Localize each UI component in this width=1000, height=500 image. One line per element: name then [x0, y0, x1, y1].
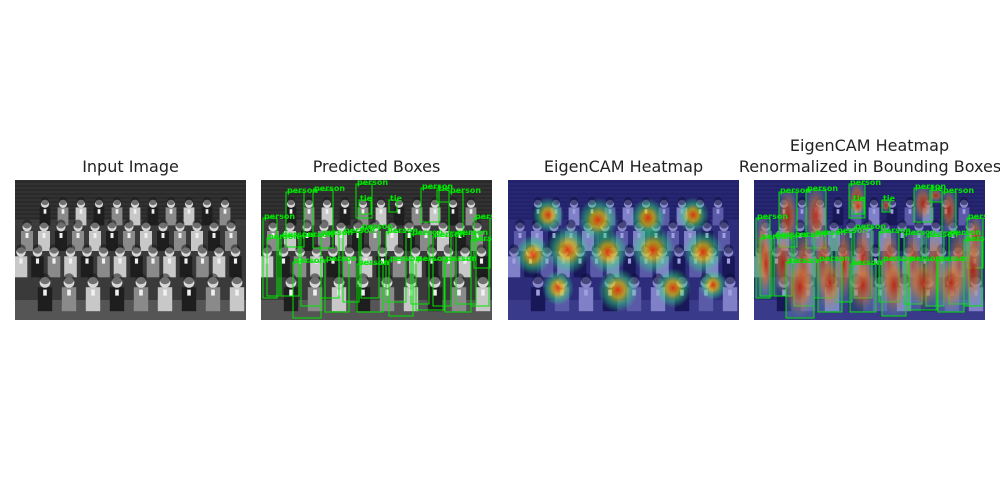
box-label: person: [883, 254, 914, 263]
panel-title-eigencam: EigenCAM Heatmap: [543, 157, 704, 176]
panel-title-input: Input Image: [82, 157, 179, 176]
box-label: person: [390, 254, 421, 263]
panel-title-renorm-line2: Renormalized in Bounding Boxes: [738, 157, 1000, 176]
box-label: person: [787, 256, 818, 265]
box-label: person: [472, 234, 492, 243]
box-label: person: [434, 230, 465, 239]
box-label: person: [387, 226, 418, 235]
box-label: tie: [360, 194, 373, 203]
box-label: person: [287, 186, 318, 195]
box-label: person: [819, 254, 850, 263]
box-label: person: [850, 180, 881, 187]
box-label: person: [457, 228, 488, 237]
box-label: person: [417, 254, 448, 263]
box-label: person: [302, 230, 333, 239]
box-label: person: [927, 230, 958, 239]
box-label: person: [264, 212, 295, 221]
box-label: person: [761, 232, 792, 241]
box-label: person: [780, 186, 811, 195]
box-label: person: [910, 254, 941, 263]
box-label: tie: [853, 194, 866, 203]
box-label: person: [450, 186, 481, 195]
box-label: person: [807, 184, 838, 193]
box-label: person: [344, 226, 375, 235]
box-label: person: [855, 222, 886, 231]
box-label: person: [268, 232, 299, 241]
box-label: person: [314, 184, 345, 193]
box-label: person: [358, 258, 389, 267]
renormalized-heatmap-image: person person person tie tie person tie person p…: [754, 180, 985, 320]
predicted-boxes-image: person person person tie tie person tie person p…: [261, 180, 492, 320]
box-label: person: [282, 230, 313, 239]
box-label: person: [950, 228, 981, 237]
box-label: person: [795, 230, 826, 239]
box-label: person: [412, 228, 443, 237]
box-label: tie: [390, 194, 403, 203]
box-label: person: [775, 230, 806, 239]
input-image: [15, 180, 246, 320]
box-label: person: [905, 228, 936, 237]
box-label: person: [357, 180, 388, 187]
box-label: person: [915, 182, 946, 191]
box-label: person: [294, 256, 325, 265]
box-label: person: [837, 226, 868, 235]
box-label: person: [943, 186, 974, 195]
box-label: person: [446, 254, 477, 263]
box-label: tie: [883, 194, 896, 203]
box-label: person: [757, 212, 788, 221]
box-label: person: [362, 222, 393, 231]
box-label: person: [939, 254, 970, 263]
box-label: person: [322, 228, 353, 237]
box-label: person: [326, 254, 357, 263]
box-label: person: [965, 234, 985, 243]
box-label: person: [880, 226, 911, 235]
box-label: person: [422, 182, 453, 191]
box-label: person: [475, 212, 492, 221]
eigencam-heatmap-image: [508, 180, 739, 320]
box-label: person: [968, 212, 985, 221]
box-label: person: [851, 258, 882, 267]
box-label: tie: [438, 184, 451, 193]
box-label: tie: [931, 184, 944, 193]
panel-title-renorm-line1: EigenCAM Heatmap: [789, 136, 950, 155]
panel-title-predicted: Predicted Boxes: [312, 157, 441, 176]
box-label: person: [815, 228, 846, 237]
